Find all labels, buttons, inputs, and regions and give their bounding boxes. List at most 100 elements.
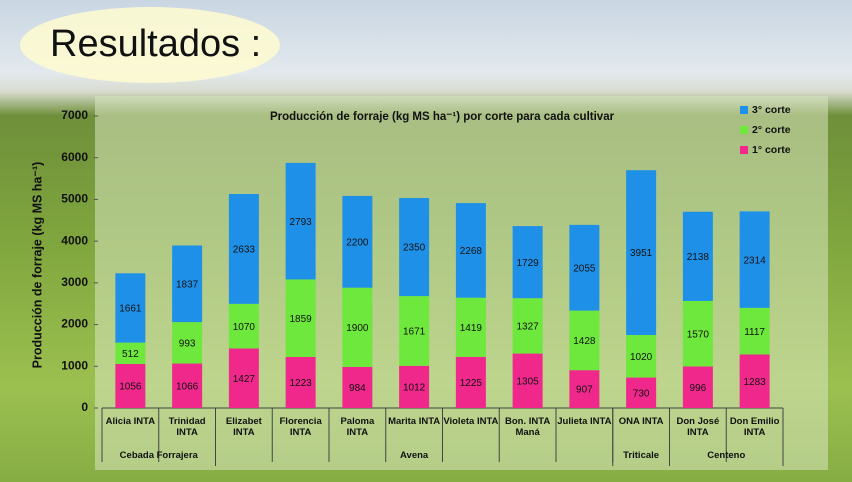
bar-segment (399, 296, 430, 366)
bar-segment (682, 211, 713, 301)
value-label: 1859 (290, 314, 313, 325)
x-tick-label: Marita INTA (388, 416, 441, 427)
value-label: 730 (633, 388, 650, 399)
value-label: 1661 (119, 304, 142, 315)
value-label: 993 (179, 338, 196, 349)
x-tick-label: Don José INTA (676, 416, 720, 438)
bar-segment (512, 226, 543, 299)
bar-segment (569, 224, 600, 311)
group-label: Cebada Forrajera (119, 450, 198, 461)
bar-segment (172, 363, 203, 408)
value-label: 907 (576, 385, 593, 396)
value-label: 1837 (176, 279, 199, 290)
y-tick-label: 3000 (61, 275, 88, 289)
y-tick-label: 5000 (61, 192, 88, 206)
value-label: 1900 (346, 323, 369, 334)
value-label: 1671 (403, 327, 426, 338)
value-label: 1225 (460, 378, 483, 389)
bar-segment (342, 287, 373, 367)
bar-segment (285, 162, 316, 280)
legend-label: 1° corte (752, 144, 791, 156)
legend-swatch (740, 146, 748, 154)
value-label: 1020 (630, 352, 653, 363)
bar-segment (228, 348, 259, 408)
value-label: 1066 (176, 381, 199, 392)
y-tick-label: 6000 (61, 150, 88, 164)
value-label: 512 (122, 349, 139, 360)
value-label: 2268 (460, 246, 483, 257)
value-label: 1419 (460, 323, 483, 334)
legend-swatch (740, 126, 748, 134)
legend-swatch (740, 106, 748, 114)
bar-segment (455, 297, 486, 357)
value-label: 1070 (233, 322, 256, 333)
bar-segment (455, 203, 486, 298)
x-tick-label: Paloma INTA (340, 416, 375, 438)
heading: Resultados : (50, 23, 261, 65)
bar-segment (512, 298, 543, 354)
value-label: 1729 (517, 258, 540, 269)
y-tick-label: 4000 (61, 233, 88, 247)
value-label: 1305 (517, 376, 540, 387)
x-tick-label: Florencia INTA (279, 416, 322, 438)
value-label: 2314 (744, 255, 767, 266)
group-label: Avena (400, 450, 429, 461)
bar-segment (682, 366, 713, 408)
bar-segment (115, 342, 146, 364)
value-label: 2350 (403, 243, 426, 254)
value-label: 2793 (290, 217, 313, 228)
x-tick-label: Violeta INTA (443, 416, 499, 427)
y-tick-label: 7000 (61, 108, 88, 122)
legend-label: 3° corte (752, 104, 791, 116)
bar-segment (739, 354, 770, 408)
bar-segment (569, 310, 600, 371)
value-label: 984 (349, 383, 366, 394)
value-label: 1117 (744, 327, 765, 338)
value-label: 2055 (573, 263, 596, 274)
bar-segment (399, 365, 430, 408)
y-axis-label: Producción de forraje (kg MS ha⁻¹) (30, 162, 44, 369)
group-label: Triticale (623, 450, 660, 461)
bar-segment (569, 370, 600, 408)
y-tick-label: 0 (81, 400, 88, 414)
bar-segment (228, 194, 259, 304)
x-tick-label: Bon. INTA Maná (505, 416, 551, 438)
bar-segment (626, 377, 657, 408)
bar-segment (626, 335, 657, 378)
value-label: 996 (690, 383, 707, 394)
bar-segment (399, 198, 430, 297)
value-label: 1428 (573, 336, 596, 347)
y-tick-label: 1000 (61, 358, 88, 372)
bar-segment (172, 322, 203, 364)
value-label: 2633 (233, 245, 256, 256)
group-label: Centeno (707, 450, 746, 461)
value-label: 1283 (744, 377, 767, 388)
bar-segment (739, 307, 770, 355)
value-label: 2200 (346, 237, 369, 248)
x-tick-label: Don Emilio INTA (729, 416, 780, 438)
x-tick-label: Trinidad INTA (168, 416, 206, 438)
bar-segment (228, 303, 259, 349)
value-label: 1012 (403, 383, 426, 394)
bar-segment (285, 356, 316, 408)
bar-segment (342, 366, 373, 408)
value-label: 1056 (119, 382, 142, 393)
x-tick-label: Elizabet INTA (225, 416, 262, 438)
bar-segment (115, 363, 146, 408)
value-label: 2138 (687, 252, 710, 263)
y-tick-label: 2000 (61, 317, 88, 331)
bar-segment (342, 195, 373, 288)
value-label: 3951 (630, 248, 653, 259)
bar-segment (739, 211, 770, 308)
bar-segment (682, 300, 713, 367)
bar-segment (626, 170, 657, 335)
bar-segment (285, 279, 316, 357)
chart-title: Producción de forraje (kg MS ha⁻¹) por c… (270, 111, 615, 123)
bar-segment (512, 353, 543, 408)
bar-segment (455, 356, 486, 408)
value-label: 1327 (517, 322, 540, 333)
legend-label: 2° corte (752, 124, 791, 136)
x-tick-label: Alicia INTA (105, 416, 156, 427)
